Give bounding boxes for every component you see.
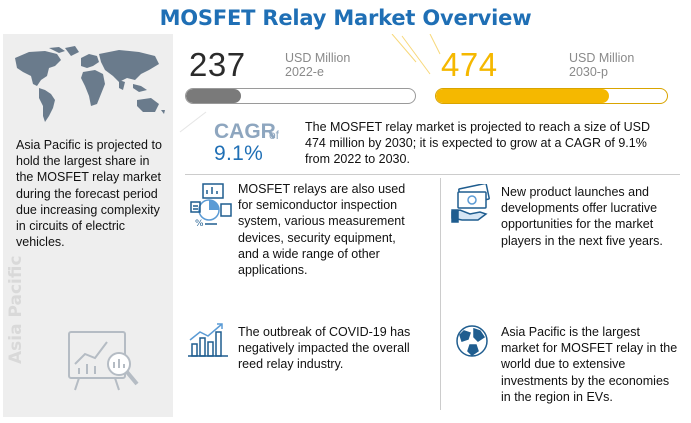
- main-panel: 237 USD Million 2022-e 474 USD Million 2…: [178, 34, 688, 417]
- left-panel-text: Asia Pacific is projected to hold the la…: [16, 138, 162, 250]
- asia-pacific-watermark: Asia Pacific: [6, 255, 26, 364]
- value-2022: 237: [189, 46, 246, 83]
- decorative-lines: [179, 34, 441, 133]
- unit-2030: USD Million: [569, 51, 635, 65]
- year-2022: 2022-e: [285, 65, 324, 79]
- card-covid-text: The outbreak of COVID-19 has negatively …: [238, 325, 411, 372]
- progress-bar-2030: [435, 88, 668, 104]
- cagr-label: CAGR: [214, 120, 276, 143]
- vertical-label: Asia Pacific: [6, 255, 26, 364]
- cagr-of: of: [269, 128, 280, 142]
- progress-fill-2030: [436, 89, 610, 103]
- world-map-icon: [15, 46, 165, 122]
- card-asia-pacific-text: Asia Pacific is the largest market for M…: [501, 325, 678, 404]
- globe-icon: [456, 325, 488, 357]
- divider: [440, 178, 441, 410]
- bar-chart-trend-icon: [188, 323, 228, 357]
- year-2030: 2030-p: [569, 65, 608, 79]
- divider: [185, 174, 680, 175]
- card-opportunities-text: New product launches and developments of…: [501, 185, 663, 248]
- cagr-description: The MOSFET relay market is projected to …: [305, 120, 651, 167]
- cagr-value: 9.1%: [214, 142, 264, 165]
- analytics-icon: %: [190, 183, 232, 229]
- card-applications-text: MOSFET relays are also used for semicond…: [238, 182, 406, 278]
- value-2030: 474: [441, 46, 498, 83]
- page-title: MOSFET Relay Market Overview: [159, 6, 532, 30]
- svg-text:%: %: [195, 219, 204, 229]
- progress-fill-2022: [186, 89, 241, 103]
- left-panel: Asia Pacific is projected to hold the la…: [3, 34, 173, 417]
- money-hand-icon: [451, 184, 490, 223]
- unit-2022: USD Million: [285, 51, 351, 65]
- progress-bar-2022: [185, 88, 416, 104]
- chart-magnifier-icon: [68, 331, 139, 391]
